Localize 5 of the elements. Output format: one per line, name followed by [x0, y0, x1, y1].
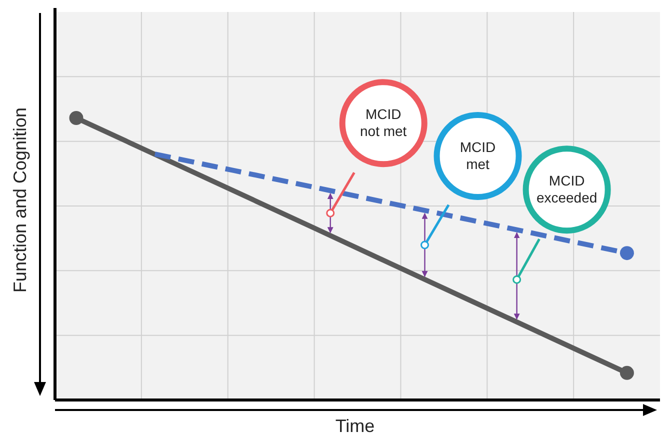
annotation: MCID not met [360, 106, 407, 140]
y-axis-title: Function and Cognition [10, 107, 30, 293]
x-axis-title: Time [335, 416, 375, 436]
annotation: MCID exceeded [536, 172, 598, 206]
annotation: MCID met [460, 138, 496, 172]
